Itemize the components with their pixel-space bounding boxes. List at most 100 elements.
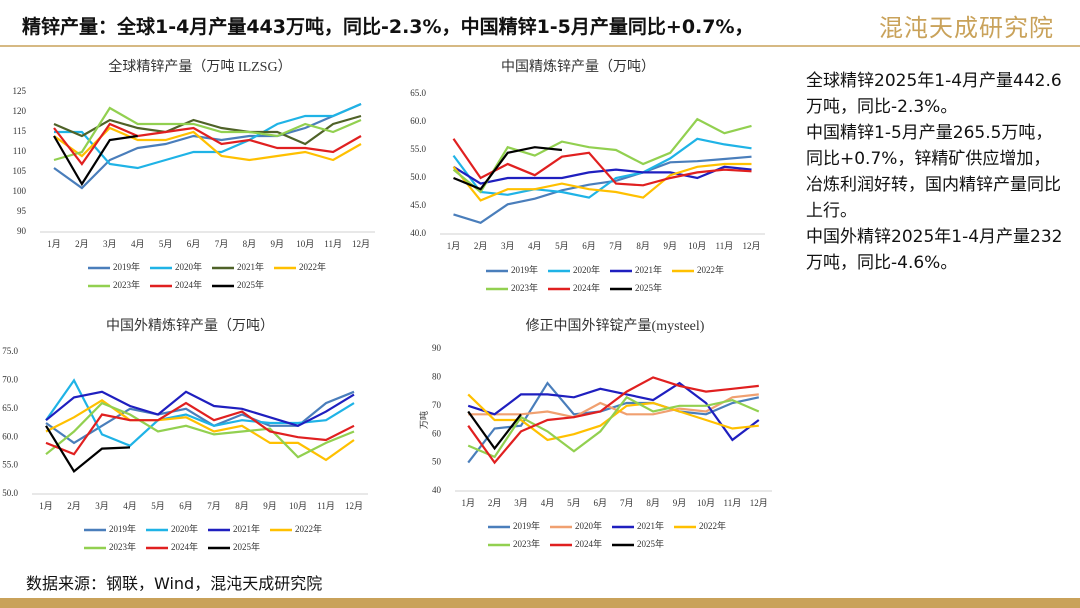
legend-label: 2021年: [637, 520, 664, 531]
x-tick-label: 7月: [215, 239, 229, 249]
x-tick-label: 4月: [528, 241, 542, 251]
footer-bar: [0, 598, 1080, 608]
y-axis-label: 万吨: [418, 411, 429, 429]
series-line: [453, 146, 563, 191]
series-line: [467, 376, 759, 465]
legend-label: 2020年: [573, 264, 600, 275]
x-tick-label: 2月: [67, 501, 81, 511]
series-line: [452, 162, 752, 202]
legend-label: 2023年: [511, 282, 538, 293]
x-tick-label: 12月: [750, 498, 768, 508]
note: 中国精锌1-5月产量265.5万吨，同比+0.7%，锌精矿供应增加，冶炼利润好转…: [806, 123, 1061, 221]
series-line: [53, 126, 362, 162]
x-tick-label: 2月: [488, 498, 502, 508]
x-tick-label: 5月: [555, 241, 569, 251]
x-tick-label: 12月: [742, 241, 760, 251]
y-tick-label: 110: [13, 146, 27, 156]
note: 全球精锌2025年1-4月产量442.6万吨，同比-2.3%。: [806, 71, 1062, 117]
notes: 全球精锌2025年1-4月产量442.6万吨，同比-2.3%。 中国精锌1-5月…: [806, 68, 1064, 276]
legend-label: 2021年: [237, 261, 264, 272]
series-line: [452, 165, 752, 185]
x-tick-label: 5月: [159, 239, 173, 249]
series-line: [53, 122, 362, 166]
legend-label: 2020年: [175, 261, 202, 272]
legend-label: 2019年: [109, 523, 136, 534]
y-tick-label: 120: [13, 106, 27, 116]
y-tick-label: 60.0: [410, 116, 426, 126]
x-tick-label: 10月: [697, 498, 715, 508]
legend-label: 2022年: [295, 523, 322, 534]
y-tick-label: 70.0: [2, 374, 18, 384]
x-tick-label: 6月: [187, 239, 201, 249]
series-line: [53, 114, 362, 146]
series-line: [452, 137, 752, 199]
y-tick-label: 100: [13, 186, 27, 196]
x-tick-label: 5月: [567, 498, 581, 508]
x-tick-label: 9月: [673, 498, 687, 508]
x-tick-label: 7月: [620, 498, 634, 508]
series-line: [53, 134, 138, 187]
y-tick-label: 65.0: [2, 403, 18, 413]
legend-label: 2024年: [175, 279, 202, 290]
legend-label: 2025年: [635, 282, 662, 293]
x-tick-label: 4月: [541, 498, 555, 508]
series-line: [467, 381, 760, 464]
series-line: [45, 390, 355, 427]
y-tick-label: 50.0: [410, 172, 426, 182]
series-line: [452, 138, 752, 187]
x-tick-label: 11月: [317, 501, 335, 511]
y-tick-label: 90: [17, 226, 27, 236]
legend-label: 2021年: [635, 264, 662, 275]
logo: 混沌天成研究院: [879, 14, 1054, 42]
y-tick-label: 75.0: [2, 346, 18, 356]
y-tick-label: 55.0: [410, 144, 426, 154]
y-tick-label: 95: [17, 206, 27, 216]
x-tick-label: 5月: [151, 501, 165, 511]
legend-label: 2023年: [109, 541, 136, 552]
series-line: [45, 425, 131, 473]
y-tick-label: 55.0: [2, 460, 18, 470]
y-tick-label: 50.0: [2, 488, 18, 498]
legend-label: 2019年: [511, 264, 538, 275]
legend-label: 2024年: [575, 538, 602, 549]
legend-label: 2025年: [233, 541, 260, 552]
x-tick-label: 4月: [131, 239, 145, 249]
legend-label: 2025年: [237, 279, 264, 290]
legend-label: 2022年: [697, 264, 724, 275]
y-tick-label: 80: [432, 371, 442, 381]
x-tick-label: 9月: [663, 241, 677, 251]
series-line: [54, 102, 362, 170]
x-tick-label: 7月: [207, 501, 221, 511]
legend-label: 2020年: [575, 520, 602, 531]
y-tick-label: 60.0: [2, 431, 18, 441]
series-line: [467, 410, 522, 451]
y-tick-label: 115: [13, 126, 27, 136]
x-tick-label: 8月: [636, 241, 650, 251]
x-tick-label: 6月: [179, 501, 193, 511]
x-tick-label: 3月: [95, 501, 109, 511]
x-tick-label: 2月: [75, 239, 89, 249]
chart-title: 中国外精炼锌产量（万吨）: [106, 318, 274, 334]
legend-label: 2020年: [171, 523, 198, 534]
x-tick-label: 9月: [263, 501, 277, 511]
series-line: [45, 398, 355, 462]
series-line: [45, 401, 355, 456]
y-tick-label: 70: [432, 400, 442, 410]
y-tick-label: 105: [13, 166, 27, 176]
series-line: [467, 381, 760, 442]
chart-title: 全球精锌产量（万吨 ILZSG）: [108, 58, 291, 75]
series-line: [452, 117, 752, 194]
chart-title: 中国精炼锌产量（万吨）: [501, 59, 655, 75]
legend-label: 2025年: [637, 538, 664, 549]
legend-label: 2019年: [513, 520, 540, 531]
x-tick-label: 11月: [724, 498, 742, 508]
y-tick-label: 40: [432, 485, 442, 495]
note: 中国外精锌2025年1-4月产量232万吨，同比-4.6%。: [806, 227, 1063, 273]
x-tick-label: 3月: [103, 239, 117, 249]
legend-label: 2024年: [171, 541, 198, 552]
x-tick-label: 6月: [582, 241, 596, 251]
x-tick-label: 3月: [501, 241, 515, 251]
legend-label: 2021年: [233, 523, 260, 534]
y-tick-label: 125: [13, 86, 27, 96]
